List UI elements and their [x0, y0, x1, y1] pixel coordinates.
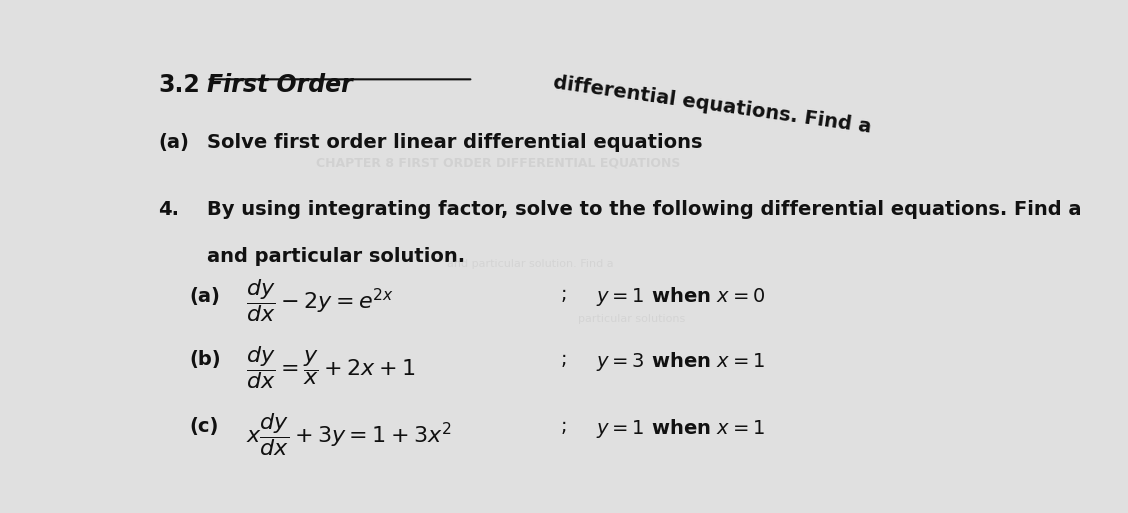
Text: (a): (a): [190, 287, 220, 306]
Text: ;: ;: [561, 350, 567, 369]
Text: 4.: 4.: [158, 200, 179, 219]
Text: (c): (c): [190, 417, 219, 436]
Text: $y = 3$ when $x = 1$: $y = 3$ when $x = 1$: [596, 350, 765, 373]
Text: $\dfrac{dy}{dx} = \dfrac{y}{x} + 2x + 1$: $\dfrac{dy}{dx} = \dfrac{y}{x} + 2x + 1$: [246, 344, 415, 391]
Text: and particular solution. Find a: and particular solution. Find a: [447, 259, 614, 269]
Text: Solve first order linear differential equations: Solve first order linear differential eq…: [206, 133, 702, 152]
Text: $y = 1$ when $x = 1$: $y = 1$ when $x = 1$: [596, 417, 765, 440]
Text: ;: ;: [561, 417, 567, 436]
Text: differential equations. Find a: differential equations. Find a: [552, 73, 872, 137]
Text: particular solutions: particular solutions: [578, 314, 686, 324]
Text: and particular solution.: and particular solution.: [206, 247, 465, 266]
Text: ;: ;: [561, 285, 567, 304]
Text: $y = 1$ when $x = 0$: $y = 1$ when $x = 0$: [596, 285, 765, 308]
Text: First Order: First Order: [206, 73, 352, 97]
Text: $x\dfrac{dy}{dx} + 3y = 1 + 3x^2$: $x\dfrac{dy}{dx} + 3y = 1 + 3x^2$: [246, 411, 451, 458]
Text: CHAPTER 8 FIRST ORDER DIFFERENTIAL EQUATIONS: CHAPTER 8 FIRST ORDER DIFFERENTIAL EQUAT…: [316, 156, 680, 169]
Text: (a): (a): [158, 133, 190, 152]
Text: (b): (b): [190, 350, 221, 369]
Text: By using integrating factor, solve to the following differential equations. Find: By using integrating factor, solve to th…: [206, 200, 1081, 219]
Text: $\dfrac{dy}{dx} - 2y = e^{2x}$: $\dfrac{dy}{dx} - 2y = e^{2x}$: [246, 277, 394, 324]
Text: 3.2: 3.2: [158, 73, 201, 97]
